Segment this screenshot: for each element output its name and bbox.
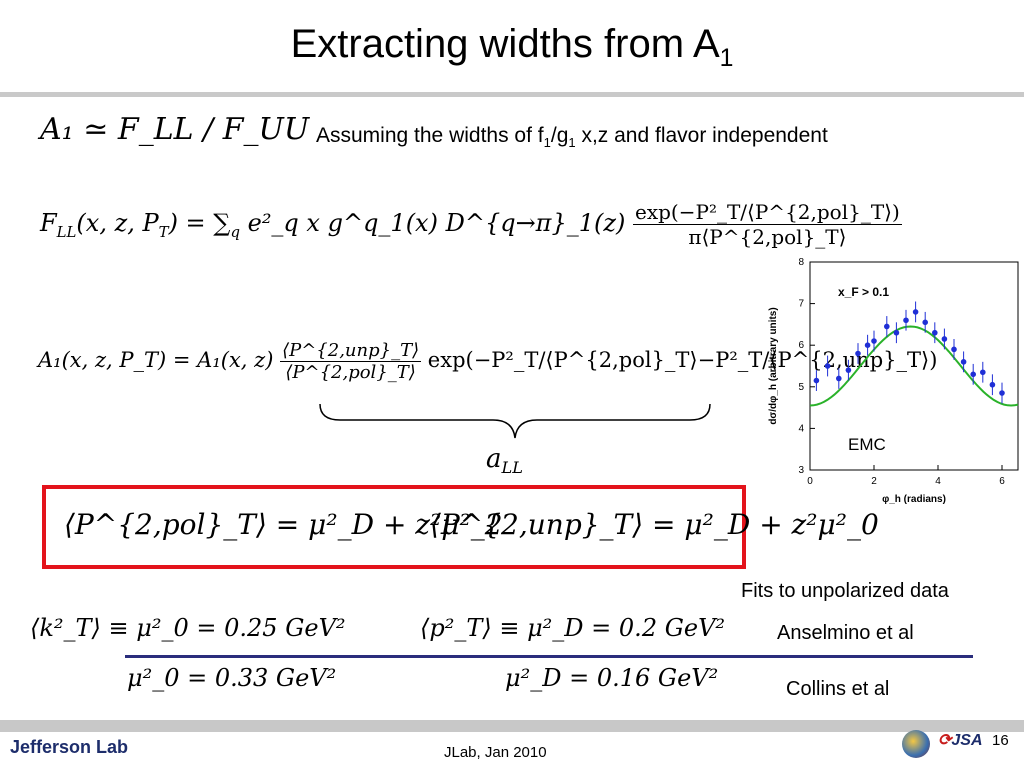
y-tick-label: 3 — [798, 465, 804, 476]
y-tick-label: 6 — [798, 340, 804, 351]
underbrace — [319, 403, 711, 439]
experiment-label: EMC — [848, 435, 886, 454]
anselmino-label: Anselmino et al — [777, 622, 914, 644]
y-tick-label: 7 — [798, 299, 804, 310]
emc-chart: 0 2 4 6 3 4 5 6 7 8 x_F > 0.1 EMC φ_h (radians) dσ/dφ… — [768, 257, 1019, 505]
a1-fraction: ⟨P^{2,unp}_T⟩ ⟨P^{2,pol}_T⟩ — [280, 340, 422, 383]
y-axis-label: dσ/dφ_h (arbitrary units) — [768, 307, 779, 424]
fits-heading: Fits to unpolarized data — [741, 580, 949, 602]
slide-title: Extracting widths from A1 — [290, 22, 734, 72]
collins-label: Collins et al — [786, 678, 890, 700]
y-tick-label: 8 — [798, 257, 804, 268]
fit1-pt-equation: ⟨p²_T⟩ ≡ μ²_D = 0.2 GeV² — [420, 614, 726, 642]
pol-width-equation: ⟨P^{2,pol}_T⟩ = μ²_D + z²μ²_2 — [64, 508, 503, 541]
data-point — [970, 371, 976, 378]
jsa-logo: ⟳JSA — [938, 732, 983, 749]
data-point — [871, 338, 877, 344]
x-tick-label: 4 — [935, 476, 941, 487]
data-point — [912, 309, 919, 315]
assumption-text: Assuming the widths of f1/g1 x,z and fla… — [316, 124, 828, 151]
chart-frame — [809, 261, 1019, 471]
data-point — [941, 336, 948, 342]
footer-date: JLab, Jan 2010 — [444, 744, 547, 761]
x-axis-label: φ_h (radians) — [882, 494, 946, 505]
data-point — [836, 375, 842, 382]
x-tick-label: 6 — [999, 476, 1005, 487]
y-tick-label: 4 — [798, 423, 804, 434]
data-point — [980, 369, 986, 376]
x-tick-label: 2 — [871, 476, 877, 487]
doe-seal-icon — [902, 730, 930, 758]
unp-width-equation: ⟨P^{2,unp}_T⟩ = μ²_D + z²μ²_0 — [430, 508, 879, 541]
jefferson-lab-logo-text: Jefferson Lab — [10, 737, 129, 757]
a1-ratio-text: A₁ ≃ F_LL / F_UU — [40, 112, 310, 147]
data-point — [903, 317, 909, 324]
fit1-kt-equation: ⟨k²_T⟩ ≡ μ²_0 = 0.25 GeV² — [30, 614, 346, 642]
a1-equation: A₁(x, z, P_T) = A₁(x, z) ⟨P^{2,unp}_T⟩ ⟨… — [38, 340, 938, 383]
y-tick-label: 5 — [798, 382, 804, 393]
a1-ratio-equation: A₁ ≃ F_LL / F_UU — [40, 112, 309, 147]
fll-fraction: exp(−P²_T/⟨P^{2,pol}_T⟩) π⟨P^{2,pol}_T⟩ — [633, 200, 902, 249]
page-number: 16 — [992, 732, 1009, 749]
jefferson-lab-logo: Jefferson Lab — [10, 737, 128, 758]
fll-equation: FLL(x, z, PT) = ∑q e²_q x g^q_1(x) D^{q→… — [40, 200, 902, 249]
data-point — [960, 359, 967, 365]
data-point — [824, 363, 831, 369]
data-point — [845, 367, 852, 373]
fit-curve — [809, 325, 1019, 407]
fit2-muD-equation: μ²_D = 0.16 GeV² — [505, 664, 719, 692]
all-label: aLL — [486, 444, 523, 478]
data-point — [864, 342, 871, 348]
fits-divider — [125, 655, 973, 658]
data-point — [893, 329, 900, 336]
footer-bar — [0, 720, 1024, 732]
data-point — [999, 390, 1005, 396]
title-divider — [0, 92, 1024, 97]
fit2-mu0-equation: μ²_0 = 0.33 GeV² — [127, 664, 337, 692]
data-point — [932, 329, 938, 336]
data-point — [813, 377, 820, 384]
data-point — [951, 346, 957, 353]
data-point — [922, 319, 928, 326]
data-point — [855, 350, 861, 357]
data-point — [884, 323, 890, 330]
widths-highlight-box — [42, 485, 746, 569]
chart-annotation: x_F > 0.1 — [838, 285, 889, 299]
data-point — [989, 381, 996, 388]
jsa-logo-text: JSA — [951, 732, 983, 749]
x-tick-label: 0 — [807, 476, 813, 487]
